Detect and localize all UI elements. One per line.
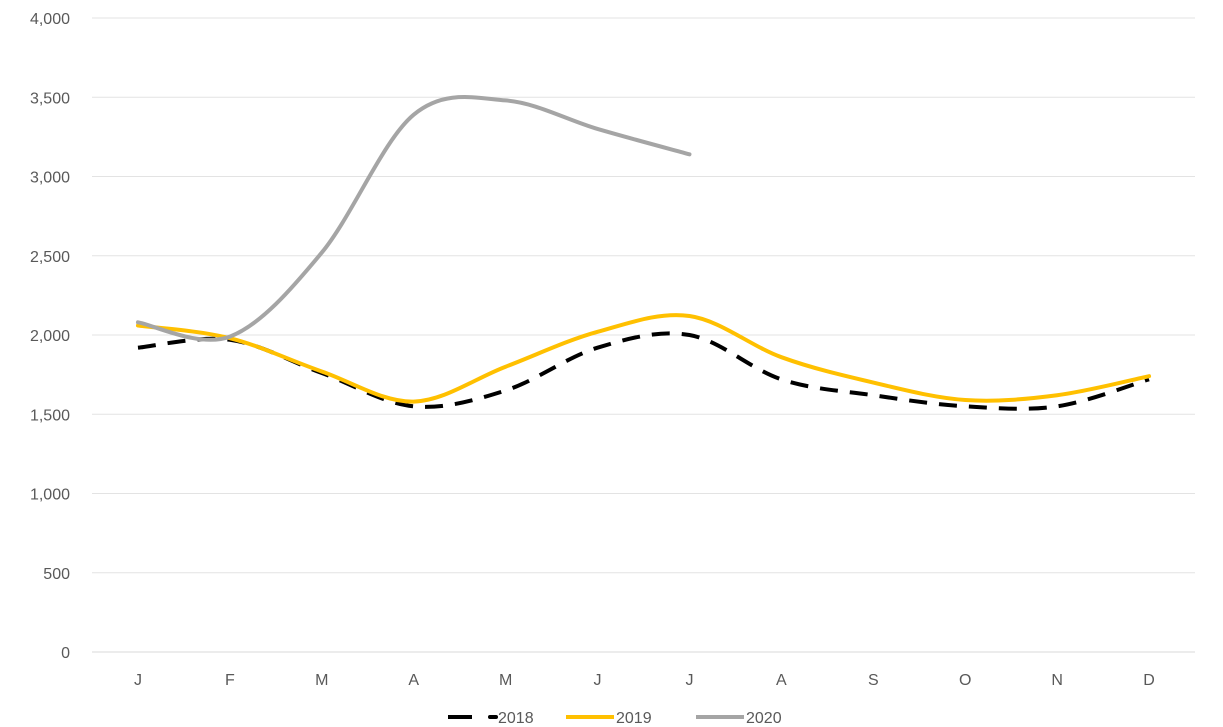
y-tick-label: 1,500 [30, 407, 70, 424]
legend: 2018 2019 2020 [448, 710, 782, 727]
x-tick-label: M [499, 672, 512, 689]
x-tick-label: M [315, 672, 328, 689]
x-tick-label: F [225, 672, 235, 689]
y-tick-label: 3,000 [30, 170, 70, 187]
series-lines [135, 95, 1152, 411]
x-tick-label: O [959, 672, 971, 689]
x-tick-label: J [134, 672, 142, 689]
y-tick-label: 2,000 [30, 328, 70, 345]
series-line-2019 [135, 313, 1152, 404]
legend-label: 2018 [498, 710, 534, 727]
x-tick-label: A [408, 672, 419, 689]
x-tick-label: S [868, 672, 879, 689]
x-tick-label: A [776, 672, 787, 689]
x-tick-label: D [1143, 672, 1155, 689]
gridlines [92, 17, 1195, 653]
y-tick-label: 4,000 [30, 11, 70, 28]
series-line-2018 [137, 331, 1150, 411]
legend-label: 2020 [746, 710, 782, 727]
legend-item-2018: 2018 [448, 710, 534, 727]
legend-label: 2019 [616, 710, 652, 727]
series-line-2020 [135, 95, 692, 342]
x-tick-label: J [594, 672, 602, 689]
x-tick-label: J [685, 672, 693, 689]
legend-item-2020: 2020 [696, 710, 782, 727]
y-tick-label: 1,000 [30, 487, 70, 504]
y-axis-tick-labels: 0 500 1,000 1,500 2,000 2,500 3,000 3,500 4,000 [30, 11, 70, 662]
x-tick-label: N [1051, 672, 1063, 689]
legend-item-2019: 2019 [566, 710, 652, 727]
y-tick-label: 2,500 [30, 249, 70, 266]
y-tick-label: 0 [61, 645, 70, 662]
y-tick-label: 500 [43, 566, 70, 583]
y-tick-label: 3,500 [30, 90, 70, 107]
